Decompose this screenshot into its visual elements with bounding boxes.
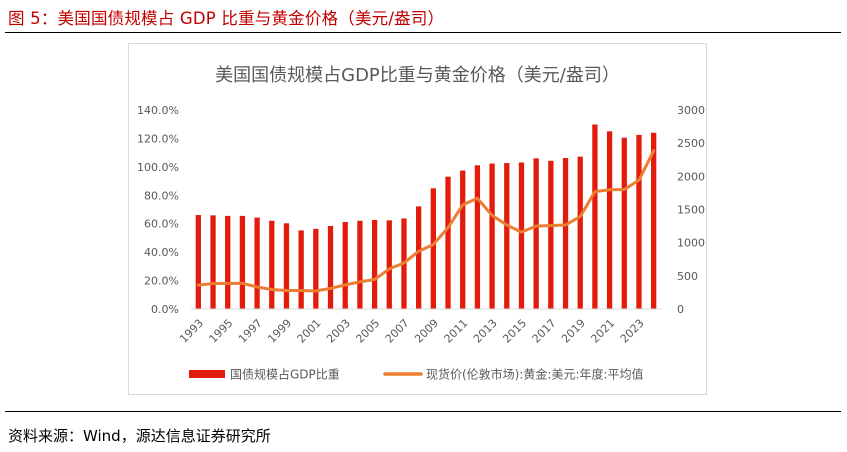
bar <box>548 160 554 309</box>
x-tick-label: 2003 <box>324 317 353 346</box>
y-right-tick-label: 2500 <box>677 137 705 150</box>
y-right-tick-label: 0 <box>677 303 684 316</box>
bar <box>416 206 422 309</box>
x-tick-label: 2017 <box>530 317 559 346</box>
figure-title: 图 5：美国国债规模占 GDP 比重与黄金价格（美元/盎司） <box>8 9 445 28</box>
bar <box>533 158 539 309</box>
y-right-tick-label: 500 <box>677 270 698 283</box>
bar <box>313 228 319 309</box>
bar <box>460 170 466 309</box>
chart-title: 美国国债规模占GDP比重与黄金价格（美元/盎司） <box>215 65 620 86</box>
y-left-tick-label: 60.0% <box>144 218 179 231</box>
y-left-tick-label: 80.0% <box>144 189 179 202</box>
chart-container: 美国国债规模占GDP比重与黄金价格（美元/盎司） 0.0% 20.0% 40.0% 6… <box>128 43 707 395</box>
y-left-tick-label: 40.0% <box>144 246 179 259</box>
bar <box>298 230 304 309</box>
x-tick-label: 2019 <box>559 317 588 346</box>
x-tick-label: 1999 <box>265 317 294 346</box>
bar <box>371 220 378 309</box>
bar <box>254 217 260 309</box>
source-note: 资料来源：Wind，源达信息证券研究所 <box>8 427 271 445</box>
y-right-tick-label: 1500 <box>677 204 705 217</box>
x-tick-label: 1993 <box>177 317 206 346</box>
bar <box>269 220 275 309</box>
legend-bar-label: 国债规模占GDP比重 <box>230 367 340 382</box>
bar <box>489 163 495 309</box>
top-divider <box>5 32 841 33</box>
bar <box>195 215 201 309</box>
y-left-tick-label: 100.0% <box>137 161 179 174</box>
x-tick-label: 1997 <box>236 317 265 346</box>
bar <box>636 134 642 309</box>
x-tick-label: 2021 <box>588 317 617 346</box>
bar <box>621 137 627 309</box>
legend-bar-swatch <box>189 370 225 378</box>
legend-line-label: 现货价(伦敦市场):黄金:美元:年度:平均值 <box>426 367 644 382</box>
combo-chart: 0.0% 20.0% 40.0% 60.0% 80.0% 100.0% 120.0% 140.… <box>137 104 705 382</box>
bar <box>225 215 231 309</box>
x-tick-label: 2001 <box>295 317 324 346</box>
gold-price-line <box>196 149 656 293</box>
y-left-tick-label: 20.0% <box>144 275 179 288</box>
x-tick-label: 2015 <box>500 317 529 346</box>
bar <box>210 215 216 309</box>
y-right-tick-label: 2000 <box>677 170 705 183</box>
x-tick-label: 2013 <box>471 317 500 346</box>
bar <box>327 225 334 309</box>
y-right-tick-label: 3000 <box>677 104 705 117</box>
x-tick-label: 2005 <box>353 317 382 346</box>
y-left-tick-label: 0.0% <box>151 303 179 316</box>
bar <box>239 215 246 309</box>
y-left-tick-label: 120.0% <box>137 132 179 145</box>
y-left-tick-label: 140.0% <box>137 104 179 117</box>
bar <box>562 158 569 309</box>
bar <box>283 223 290 309</box>
x-tick-label: 2023 <box>618 317 647 346</box>
x-tick-label: 2011 <box>442 317 471 346</box>
bar <box>357 220 363 309</box>
bar <box>430 188 436 309</box>
y-right-tick-label: 1000 <box>677 237 705 250</box>
bar <box>592 124 598 310</box>
bar <box>651 132 657 309</box>
x-tick-label: 1995 <box>207 317 236 346</box>
bar <box>386 220 392 309</box>
bar <box>504 163 510 309</box>
bar <box>445 176 451 309</box>
bar <box>474 165 481 309</box>
bar <box>342 222 348 309</box>
bar <box>577 156 583 309</box>
bar <box>518 162 525 309</box>
bottom-divider <box>5 411 841 412</box>
x-tick-label: 2009 <box>412 317 441 346</box>
bar <box>606 131 613 309</box>
x-tick-label: 2007 <box>383 317 412 346</box>
